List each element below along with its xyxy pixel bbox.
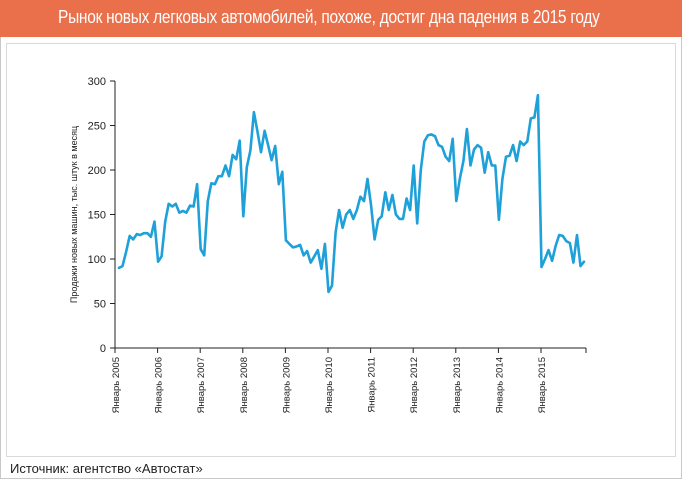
y-tick-label: 200: [88, 165, 106, 177]
x-tick-label: Январь 2013: [452, 357, 463, 413]
x-tick-label: Январь 2008: [239, 357, 250, 413]
y-axis-title: Продажи новых машин, тыс. штук в месяц: [69, 126, 79, 303]
y-tick-label: 150: [88, 210, 106, 222]
x-tick-label: Январь 2010: [324, 357, 335, 413]
y-tick-label: 50: [94, 299, 106, 311]
y-tick-label: 300: [88, 76, 106, 88]
y-tick-label: 0: [100, 343, 106, 355]
x-tick-label: Январь 2012: [409, 357, 420, 413]
x-tick-label: Январь 2015: [537, 357, 548, 413]
chart-panel: 0 50 100 150 200 250 300 Продажи новых машин, т…: [6, 43, 676, 457]
x-tick-label: Январь 2006: [154, 357, 165, 413]
x-tick-label: Январь 2011: [367, 357, 378, 413]
x-tick-label: Январь 2014: [494, 357, 505, 413]
title-bar: Рынок новых легковых автомобилей, похоже…: [0, 0, 682, 37]
source-note: Источник: агентство «Автостат»: [10, 461, 203, 476]
y-tick-label: 250: [88, 121, 106, 133]
y-tick-label: 100: [88, 254, 106, 266]
chart-title: Рынок новых легковых автомобилей, похоже…: [58, 7, 600, 27]
x-tick-label: Январь 2009: [281, 357, 292, 413]
x-tick-label: Январь 2005: [111, 357, 122, 413]
series-line: [117, 93, 586, 294]
x-tick-label: Январь 2007: [196, 357, 207, 413]
line-chart: 0 50 100 150 200 250 300 Продажи новых машин, т…: [69, 76, 587, 413]
